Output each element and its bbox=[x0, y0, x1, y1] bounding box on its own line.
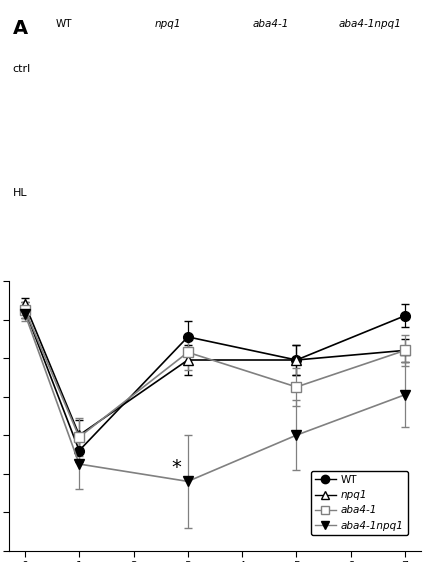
Text: *: * bbox=[171, 459, 181, 477]
Text: aba4-1npq1: aba4-1npq1 bbox=[338, 19, 401, 29]
Text: npq1: npq1 bbox=[154, 19, 181, 29]
Text: aba4-1: aba4-1 bbox=[252, 19, 289, 29]
Text: WT: WT bbox=[56, 19, 73, 29]
Text: A: A bbox=[13, 19, 28, 38]
Text: ctrl: ctrl bbox=[13, 64, 31, 74]
Text: HL: HL bbox=[13, 188, 28, 198]
Legend: WT, npq1, aba4-1, aba4-1npq1: WT, npq1, aba4-1, aba4-1npq1 bbox=[311, 471, 408, 535]
